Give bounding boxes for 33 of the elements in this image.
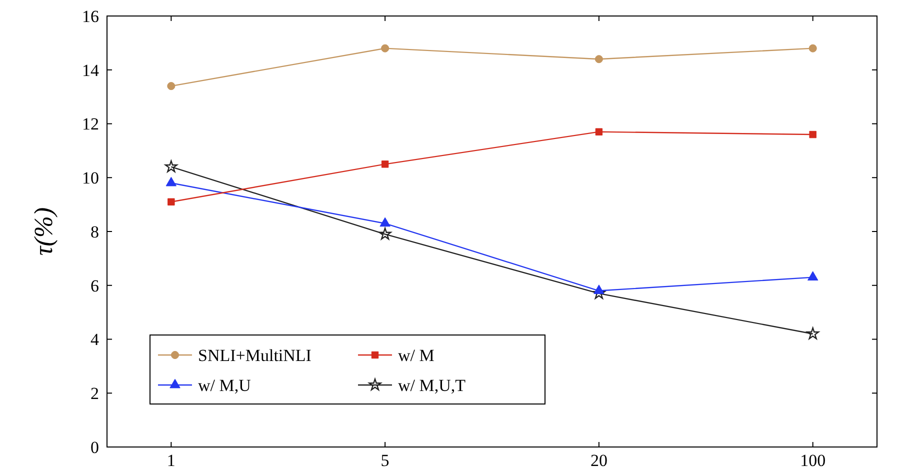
point (806, 327, 820, 340)
point (167, 82, 176, 90)
y-tick-label: 2 (90, 384, 99, 404)
point (381, 44, 390, 52)
x-tick-label: 5 (380, 451, 390, 470)
point (595, 128, 603, 136)
y-tick-label: 8 (90, 222, 99, 242)
point (168, 198, 175, 206)
point (594, 284, 604, 294)
y-tick-label: 14 (82, 60, 100, 80)
legend-label: SNLI+MultiNLI (198, 346, 312, 365)
point (594, 55, 603, 64)
y-tick-label: 12 (82, 114, 99, 134)
y-axis-title: τ(%) (29, 207, 58, 256)
y-tick-label: 10 (82, 168, 99, 188)
point (380, 217, 390, 227)
x-tick-label: 100 (800, 451, 826, 470)
y-tick-label: 0 (90, 438, 99, 457)
point (378, 228, 392, 240)
point (381, 160, 389, 168)
point (164, 160, 178, 172)
legend-label: w/ M (398, 346, 434, 365)
y-tick-label: 6 (90, 276, 99, 296)
x-tick-label: 20 (590, 451, 608, 470)
point (809, 130, 816, 138)
x-tick-label: 1 (166, 451, 176, 470)
point (808, 44, 817, 52)
legend-label: w/ M,U (198, 376, 251, 395)
legend-label: w/ M,U,T (398, 376, 466, 395)
point (166, 176, 177, 186)
y-tick-label: 16 (82, 6, 99, 26)
point (807, 271, 818, 280)
y-tick-label: 4 (90, 330, 100, 350)
